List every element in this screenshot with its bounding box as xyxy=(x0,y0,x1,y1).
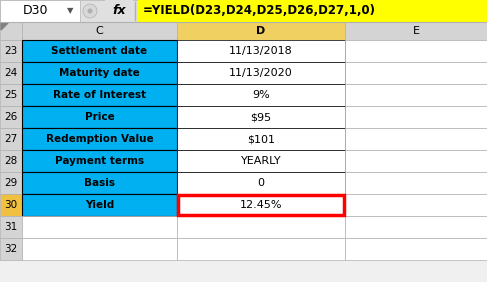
Bar xyxy=(345,40,487,62)
Text: Settlement date: Settlement date xyxy=(52,46,148,56)
Text: 26: 26 xyxy=(4,112,18,122)
Bar xyxy=(345,128,487,150)
Bar xyxy=(22,150,177,172)
Bar xyxy=(22,106,177,128)
Bar xyxy=(0,172,22,194)
Text: C: C xyxy=(95,26,103,36)
Bar xyxy=(345,22,487,40)
Bar xyxy=(22,172,177,194)
Bar xyxy=(345,194,487,216)
Bar xyxy=(177,128,345,150)
Text: 11/13/2020: 11/13/2020 xyxy=(229,68,293,78)
Bar xyxy=(0,128,22,150)
Text: 12.45%: 12.45% xyxy=(240,200,282,210)
Text: 30: 30 xyxy=(4,200,18,210)
Text: 0: 0 xyxy=(258,178,264,188)
Bar xyxy=(22,62,177,84)
Bar xyxy=(0,0,487,22)
Bar xyxy=(177,194,345,216)
Text: Maturity date: Maturity date xyxy=(59,68,140,78)
Text: 28: 28 xyxy=(4,156,18,166)
Bar xyxy=(345,84,487,106)
Bar xyxy=(345,172,487,194)
Text: D30: D30 xyxy=(23,5,49,17)
Text: ▼: ▼ xyxy=(67,6,73,16)
Bar xyxy=(0,216,22,238)
Polygon shape xyxy=(1,23,8,30)
Text: 23: 23 xyxy=(4,46,18,56)
Circle shape xyxy=(83,4,97,18)
Text: Price: Price xyxy=(85,112,114,122)
Bar xyxy=(177,62,345,84)
Bar xyxy=(105,0,133,22)
Text: 31: 31 xyxy=(4,222,18,232)
Bar xyxy=(22,194,177,216)
Bar xyxy=(0,194,22,216)
Text: Payment terms: Payment terms xyxy=(55,156,144,166)
Text: $101: $101 xyxy=(247,134,275,144)
Bar xyxy=(177,106,345,128)
Bar xyxy=(22,128,177,150)
Bar xyxy=(345,106,487,128)
Text: $95: $95 xyxy=(250,112,272,122)
Bar xyxy=(22,40,177,62)
Text: 24: 24 xyxy=(4,68,18,78)
Bar xyxy=(178,195,344,215)
Text: 9%: 9% xyxy=(252,90,270,100)
Bar xyxy=(0,106,22,128)
Bar xyxy=(22,84,177,106)
Text: Yield: Yield xyxy=(85,200,114,210)
Bar xyxy=(138,0,487,22)
Bar xyxy=(0,238,22,260)
Text: Rate of Interest: Rate of Interest xyxy=(53,90,146,100)
Bar xyxy=(177,22,345,40)
Bar xyxy=(177,216,345,238)
Bar xyxy=(345,238,487,260)
Bar xyxy=(0,22,22,40)
Circle shape xyxy=(88,8,93,14)
Bar xyxy=(0,150,22,172)
Bar xyxy=(345,216,487,238)
Text: =YIELD(D23,D24,D25,D26,D27,1,0): =YIELD(D23,D24,D25,D26,D27,1,0) xyxy=(143,5,376,17)
Text: 29: 29 xyxy=(4,178,18,188)
Bar xyxy=(0,40,22,62)
Text: Redemption Value: Redemption Value xyxy=(46,134,153,144)
Bar xyxy=(177,84,345,106)
Text: fx: fx xyxy=(112,5,126,17)
Bar xyxy=(0,84,22,106)
Text: D: D xyxy=(256,26,265,36)
Bar xyxy=(0,62,22,84)
Bar xyxy=(177,238,345,260)
Text: 25: 25 xyxy=(4,90,18,100)
Bar xyxy=(22,22,177,40)
Bar xyxy=(177,172,345,194)
Text: E: E xyxy=(412,26,419,36)
Bar xyxy=(0,0,80,22)
Text: YEARLY: YEARLY xyxy=(241,156,281,166)
Bar xyxy=(345,62,487,84)
Bar xyxy=(345,150,487,172)
Text: Basis: Basis xyxy=(84,178,115,188)
Bar xyxy=(177,40,345,62)
Text: 32: 32 xyxy=(4,244,18,254)
Text: 27: 27 xyxy=(4,134,18,144)
Bar xyxy=(177,150,345,172)
Text: 11/13/2018: 11/13/2018 xyxy=(229,46,293,56)
Bar xyxy=(22,238,177,260)
Bar xyxy=(22,216,177,238)
